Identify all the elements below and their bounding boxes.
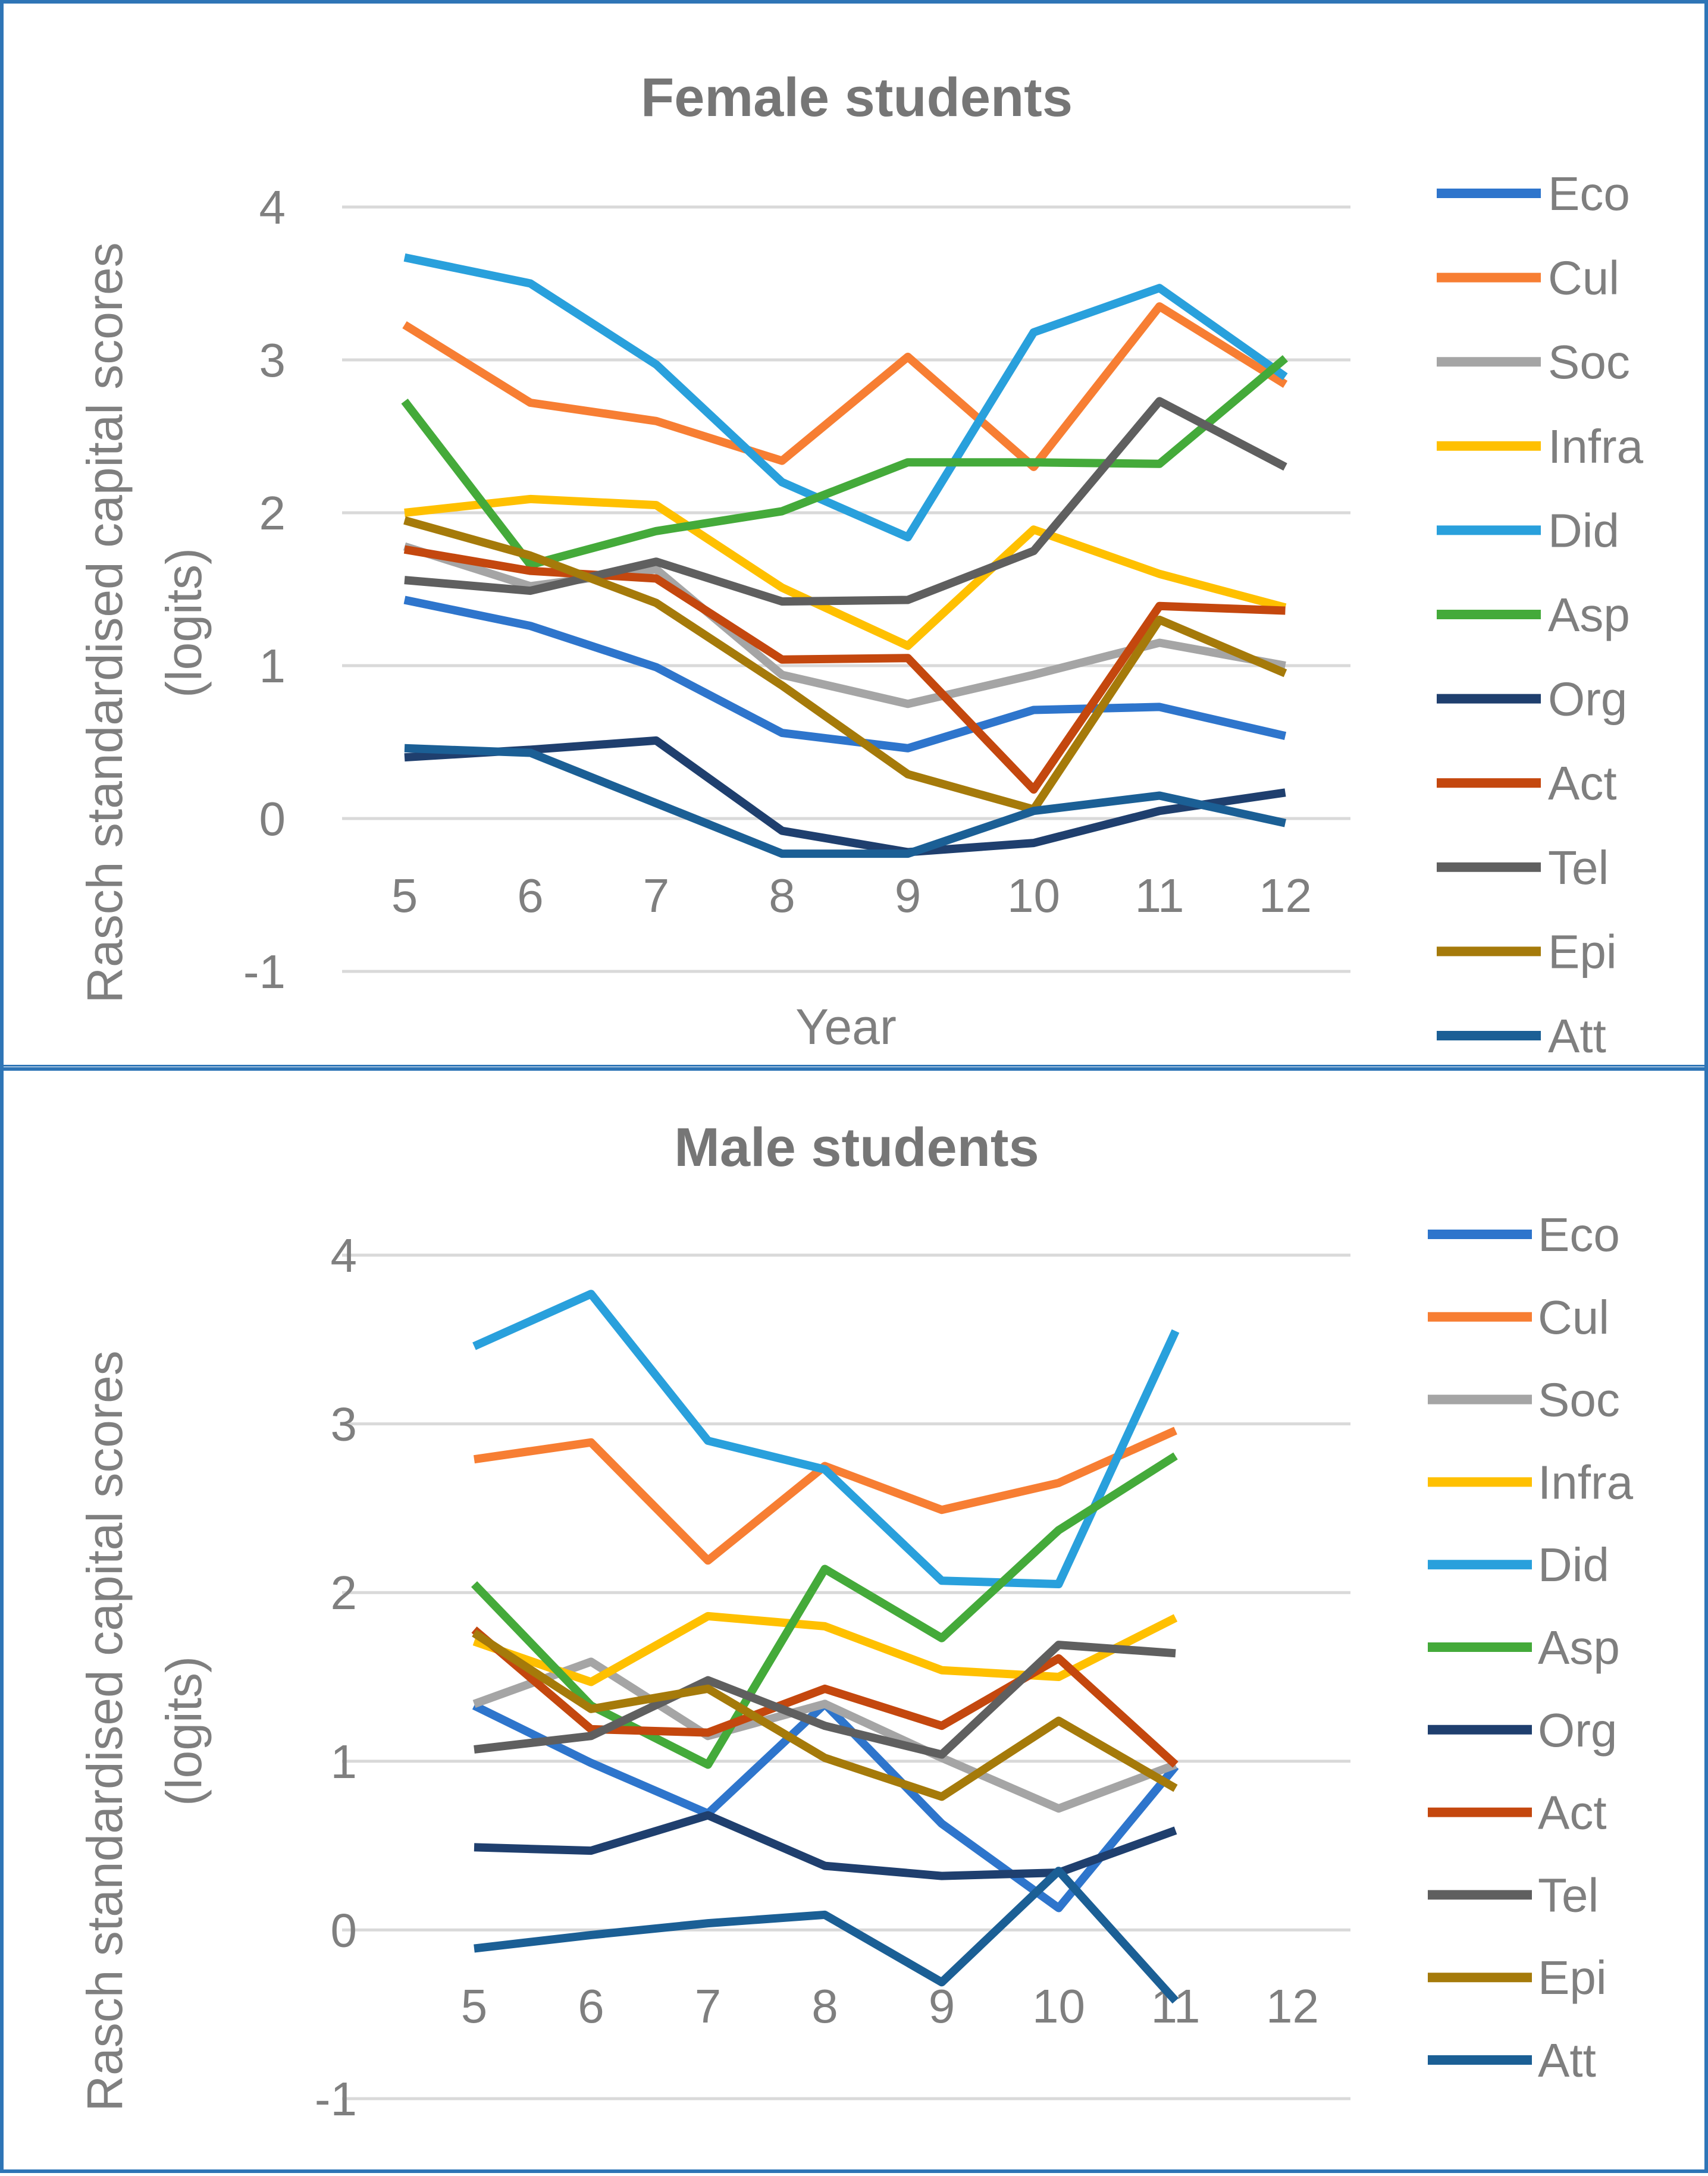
female-series-tel-line — [404, 397, 1287, 606]
male-legend-label-infra: Infra — [1538, 1456, 1634, 1509]
male-legend-label-att: Att — [1538, 2034, 1596, 2087]
male-x-tick-label: 6 — [578, 1980, 604, 2033]
female-legend-label-soc: Soc — [1548, 336, 1630, 388]
female-legend-label-epi: Epi — [1548, 925, 1617, 978]
female-legend-label-infra: Infra — [1548, 420, 1644, 473]
male-series-att-line — [474, 1867, 1179, 2004]
male-legend: Eco Cul Soc Infra Did Asp Org Act Tel Epi Att — [1428, 1208, 1634, 2087]
male-chart-title: Male students — [674, 1117, 1039, 1178]
female-legend-label-cul: Cul — [1548, 252, 1619, 305]
female-y-tick-label: -1 — [243, 945, 286, 998]
female-series-infra-line — [404, 494, 1287, 650]
female-series-asp-line — [401, 355, 1288, 569]
female-legend-label-tel: Tel — [1548, 841, 1609, 894]
female-y-tick-label: 3 — [259, 334, 286, 387]
male-series-epi-line — [472, 1629, 1178, 1801]
female-legend-label-eco: Eco — [1548, 167, 1630, 220]
female-series-att-line — [404, 744, 1286, 858]
female-y-tick-label: 4 — [259, 181, 286, 234]
female-x-tick-label: 5 — [391, 869, 418, 922]
male-x-tick-label: 7 — [695, 1980, 722, 2033]
female-x-tick-label: 11 — [1135, 869, 1184, 922]
male-legend-label-soc: Soc — [1538, 1374, 1620, 1426]
male-legend-label-eco: Eco — [1538, 1208, 1620, 1261]
male-legend-label-epi: Epi — [1538, 1951, 1607, 2004]
female-x-tick-label: 10 — [1007, 869, 1060, 922]
female-series-did-line — [403, 253, 1288, 542]
male-legend-label-act: Act — [1538, 1786, 1607, 1839]
female-series-cul-line — [402, 302, 1288, 471]
female-series-group — [401, 253, 1288, 858]
male-x-tick-label: 9 — [929, 1980, 955, 2033]
male-x-tick-label: 8 — [811, 1980, 838, 2033]
female-series-act-line — [403, 545, 1286, 794]
female-legend-label-did: Did — [1548, 504, 1619, 557]
female-x-tick-label: 7 — [643, 869, 670, 922]
female-series-org-line — [404, 736, 1286, 857]
female-x-axis-title: Year — [795, 999, 897, 1055]
male-x-tick-label: 12 — [1266, 1980, 1319, 2033]
male-series-soc-line — [472, 1657, 1177, 1813]
male-x-tick-label: 5 — [461, 1980, 488, 2033]
female-x-tick-label: 9 — [895, 869, 922, 922]
female-legend-label-asp: Asp — [1548, 588, 1630, 641]
male-chart-panel: Male students 4 3 2 1 0 -1 5 6 7 8 9 10 11 12 Rasch sta… — [0, 1063, 1708, 2173]
male-series-org-line — [474, 1811, 1177, 1880]
female-x-tick-label: 6 — [517, 869, 544, 922]
male-series-cul-line — [473, 1426, 1177, 1565]
female-legend: Eco Cul Soc Infra Did Asp Org Act Tel Epi Att — [1437, 167, 1644, 1062]
male-y-tick-label: 3 — [331, 1398, 358, 1451]
female-legend-label-act: Act — [1548, 757, 1617, 810]
male-legend-label-cul: Cul — [1538, 1291, 1609, 1344]
male-legend-label-tel: Tel — [1538, 1868, 1599, 1921]
male-series-tel-line — [474, 1641, 1176, 1759]
female-y-axis-title-line1: Rasch standardised capital scores — [77, 242, 133, 1003]
female-legend-label-org: Org — [1548, 673, 1627, 726]
female-y-tick-label: 1 — [259, 639, 286, 692]
male-x-tick-label: 10 — [1032, 1980, 1085, 2033]
female-chart-panel: Female students 4 3 2 1 0 -1 5 6 7 8 9 10 11 12 Rasch s… — [0, 0, 1708, 1071]
female-series-eco-line — [403, 595, 1287, 752]
male-legend-label-org: Org — [1538, 1704, 1617, 1757]
female-y-axis-title-line2: (logits) — [156, 548, 212, 698]
male-y-tick-label: 2 — [331, 1566, 358, 1619]
male-y-tick-label: -1 — [315, 2072, 357, 2125]
female-x-tick-label: 8 — [769, 869, 795, 922]
male-y-tick-label: 1 — [331, 1735, 358, 1788]
male-legend-label-did: Did — [1538, 1538, 1609, 1591]
male-y-tick-label: 4 — [331, 1229, 358, 1282]
male-y-axis-title-line1: Rasch standardised capital scores — [77, 1350, 133, 2111]
female-series-epi-line — [403, 516, 1287, 814]
male-y-axis-title-line2: (logits) — [156, 1656, 212, 1806]
male-series-infra-line — [472, 1611, 1178, 1686]
male-series-did-line — [472, 1290, 1180, 1588]
female-x-tick-label: 12 — [1259, 869, 1312, 922]
male-chart-frame — [0, 1063, 1708, 2173]
female-y-tick-label: 0 — [259, 792, 286, 845]
male-series-act-line — [471, 1626, 1179, 1768]
male-legend-label-asp: Asp — [1538, 1621, 1620, 1674]
female-y-tick-label: 2 — [259, 487, 286, 540]
female-chart-title: Female students — [641, 67, 1073, 128]
male-y-tick-label: 0 — [331, 1904, 358, 1956]
female-legend-label-att: Att — [1548, 1009, 1606, 1062]
female-chart-frame — [0, 0, 1708, 1071]
male-series-group — [471, 1290, 1180, 2004]
